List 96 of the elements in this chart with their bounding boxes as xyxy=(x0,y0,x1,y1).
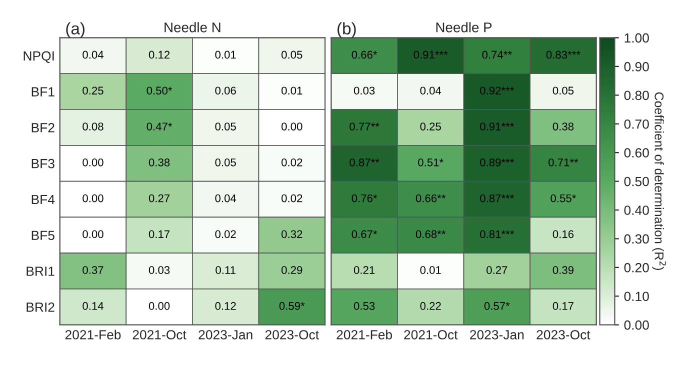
y-tick-label: BF5 xyxy=(32,230,54,240)
color-bar-label: 0.30 xyxy=(624,234,649,244)
data-label: 0.89*** xyxy=(480,158,514,166)
color-bar-label: 0.50 xyxy=(624,176,649,186)
data-label: 0.02 xyxy=(282,194,302,202)
data-label: 0.38 xyxy=(552,122,574,130)
data-label: 0.53 xyxy=(354,302,375,310)
data-label: 0.32 xyxy=(282,230,302,238)
data-label: 0.00 xyxy=(82,158,104,166)
data-label: 0.81*** xyxy=(480,230,514,238)
data-label: 0.01 xyxy=(215,50,236,59)
x-tick-label: 2023-Oct xyxy=(536,330,590,340)
data-label: 0.29 xyxy=(282,266,302,274)
data-label: 0.08 xyxy=(82,122,104,130)
text: (b) xyxy=(338,22,356,38)
data-label: 0.01 xyxy=(282,86,302,95)
data-label: 0.00 xyxy=(82,230,104,238)
data-label: 0.02 xyxy=(282,158,302,166)
data-label: 0.77** xyxy=(350,122,380,130)
color-bar-label: 0.10 xyxy=(624,292,649,302)
color-bar-label: 0.80 xyxy=(624,90,649,100)
data-label: 0.01 xyxy=(420,266,441,274)
y-tick-label: BF3 xyxy=(32,158,54,168)
color-bar-label: 1.00 xyxy=(624,33,649,43)
data-label: 0.16 xyxy=(552,230,574,238)
data-label: 0.91*** xyxy=(414,50,448,59)
x-tick-label: 2023-Jan xyxy=(470,330,524,340)
data-label: 0.14 xyxy=(82,302,104,310)
data-label: 0.57* xyxy=(484,302,510,310)
y-tick-label: BF1 xyxy=(32,87,54,96)
color-bar-label: 0.70 xyxy=(624,119,649,129)
data-label: 0.37 xyxy=(82,266,104,274)
text: (a) xyxy=(66,22,84,38)
data-label: 0.38 xyxy=(148,158,170,166)
data-label: 0.67* xyxy=(352,230,378,238)
x-tick-label: 2021-Feb xyxy=(336,330,392,340)
color-bar-label: 0.40 xyxy=(624,206,649,215)
x-tick-label: 2021-Oct xyxy=(404,330,458,340)
data-label: 0.04 xyxy=(215,194,236,202)
chart-title: Needle N xyxy=(164,22,220,32)
data-label: 0.51* xyxy=(418,158,444,166)
data-label: 0.76* xyxy=(352,194,378,202)
data-label: 0.71** xyxy=(548,158,578,166)
data-label: 0.11 xyxy=(216,266,236,274)
data-label: 0.83*** xyxy=(546,50,580,59)
data-label: 0.12 xyxy=(148,50,170,59)
data-label: 0.25 xyxy=(420,122,441,130)
x-tick-label: 2021-Feb xyxy=(65,330,121,340)
y-tick-label: BRI2 xyxy=(26,302,54,312)
y-tick-label: NPQI xyxy=(24,51,54,63)
data-label: 0.00 xyxy=(82,194,104,202)
data-label: 0.21 xyxy=(354,266,375,274)
data-label: 0.04 xyxy=(82,50,104,59)
data-label: 0.00 xyxy=(148,302,170,310)
data-label: 0.17 xyxy=(552,302,574,310)
data-label: 0.66* xyxy=(352,50,378,59)
data-label: 0.47* xyxy=(146,122,172,130)
data-label: 0.50* xyxy=(146,86,172,95)
data-label: 0.04 xyxy=(420,86,442,95)
data-label: 0.17 xyxy=(148,230,170,238)
y-tick-label: BF2 xyxy=(32,123,54,132)
data-label: 0.05 xyxy=(282,50,302,59)
y-tick-label: BF4 xyxy=(32,194,55,204)
y-tick-label: BRI1 xyxy=(26,266,54,276)
data-label: 0.68** xyxy=(416,230,446,238)
color-bar-title: Coefficient of determination (R$^{2}$) xyxy=(652,92,666,270)
data-label: 0.03 xyxy=(354,86,375,95)
data-label: 0.06 xyxy=(215,86,236,95)
data-label: 0.27 xyxy=(148,194,170,202)
data-label: 0.05 xyxy=(215,158,236,166)
x-tick-label: 2021-Oct xyxy=(132,330,186,340)
data-label: 0.27 xyxy=(486,266,508,274)
data-label: 0.05 xyxy=(552,86,574,95)
color-bar-label: 0.90 xyxy=(624,62,649,72)
data-label: 0.22 xyxy=(420,302,441,310)
data-label: 0.55* xyxy=(550,194,576,202)
data-label: 0.12 xyxy=(215,302,236,310)
data-label: 0.91*** xyxy=(480,122,514,130)
color-bar-label: 0.60 xyxy=(624,148,649,158)
x-tick-label: 2023-Oct xyxy=(265,330,319,340)
data-label: 0.59* xyxy=(279,302,305,310)
color-bar-label: 0.20 xyxy=(624,263,649,272)
chart-title: Needle P xyxy=(436,22,492,32)
data-label: 0.92*** xyxy=(480,86,514,95)
data-label: 0.39 xyxy=(552,266,574,274)
data-label: 0.66** xyxy=(416,194,446,202)
data-label: 0.87*** xyxy=(480,194,514,202)
color-bar-label: 0.00 xyxy=(624,320,649,330)
data-label: 0.03 xyxy=(148,266,170,274)
data-label: 0.25 xyxy=(82,86,104,95)
data-label: 0.05 xyxy=(215,122,236,130)
data-label: 0.00 xyxy=(282,122,302,130)
data-label: 0.02 xyxy=(215,230,236,238)
data-label: 0.87** xyxy=(350,158,380,166)
x-tick-label: 2023-Jan xyxy=(198,330,252,340)
data-label: 0.74** xyxy=(482,50,512,59)
